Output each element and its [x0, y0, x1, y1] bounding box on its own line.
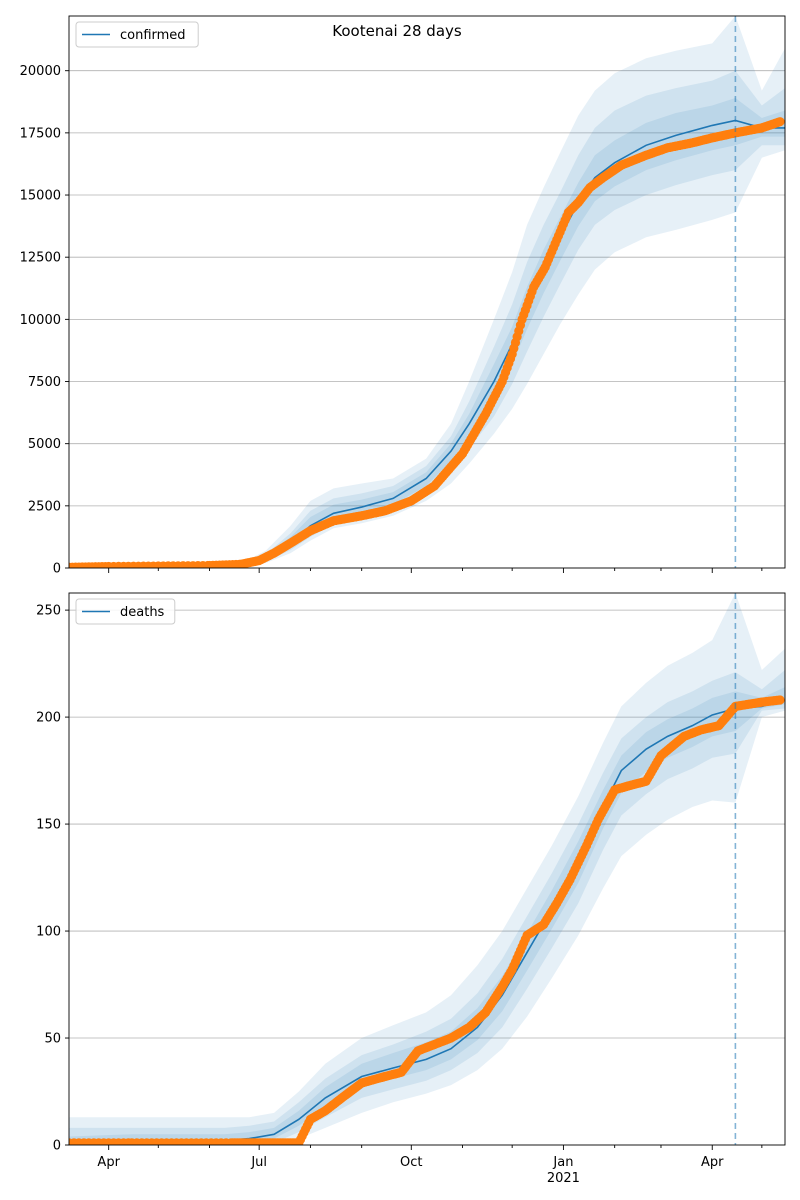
- x-tick-label: Oct: [400, 1155, 422, 1170]
- legend-label: confirmed: [120, 28, 186, 43]
- y-tick-label: 5000: [28, 437, 61, 452]
- y-tick-label: 200: [36, 711, 61, 726]
- legend-box: [75, 21, 199, 48]
- x-year-label: 2021: [547, 1171, 580, 1186]
- uncertainty-band-middle: [69, 70, 785, 568]
- legend: deaths: [75, 598, 176, 625]
- y-tick-label: 12500: [20, 251, 61, 266]
- y-tick-label: 250: [36, 604, 61, 619]
- plot-area: [69, 593, 785, 1145]
- y-tick-label: 7500: [28, 375, 61, 390]
- y-tick-label: 50: [44, 1032, 61, 1047]
- x-tick-label: Apr: [701, 1155, 724, 1170]
- x-tick-label: Jul: [250, 1155, 267, 1170]
- deaths-panel: 0 50 100 150 200 250 Apr Jul Oct Jan Apr 2021 deaths: [36, 592, 786, 1186]
- axes-frame: [68, 592, 786, 1146]
- legend-box: [75, 598, 176, 625]
- confirmed-panel: 0 2500 5000 7500 10000 12500 15000 17500 20000 co…: [20, 15, 786, 577]
- x-tick-label: Jan: [552, 1155, 573, 1170]
- uncertainty-band-outer: [69, 16, 785, 568]
- legend-label: deaths: [120, 605, 165, 620]
- y-tick-label: 20000: [20, 64, 61, 79]
- y-tick-label: 0: [53, 1139, 61, 1154]
- y-tick-label: 150: [36, 818, 61, 833]
- y-tick-label: 17500: [20, 126, 61, 141]
- uncertainty-band-outer: [69, 593, 785, 1145]
- observed-point: [775, 695, 785, 705]
- legend: confirmed: [75, 21, 199, 48]
- uncertainty-band-middle: [69, 670, 785, 1145]
- y-tick-label: 10000: [20, 313, 61, 328]
- y-tick-label: 0: [53, 562, 61, 577]
- y-tick-label: 15000: [20, 189, 61, 204]
- model-line: [69, 699, 785, 1144]
- y-tick-label: 2500: [28, 499, 61, 514]
- axes-frame: [68, 15, 786, 569]
- y-tick-label: 100: [36, 925, 61, 940]
- uncertainty-band-inner: [69, 98, 785, 568]
- chart-title: Kootenai 28 days: [332, 22, 462, 40]
- plot-area: [69, 16, 785, 568]
- observed-point: [775, 117, 785, 127]
- x-tick-label: Apr: [97, 1155, 120, 1170]
